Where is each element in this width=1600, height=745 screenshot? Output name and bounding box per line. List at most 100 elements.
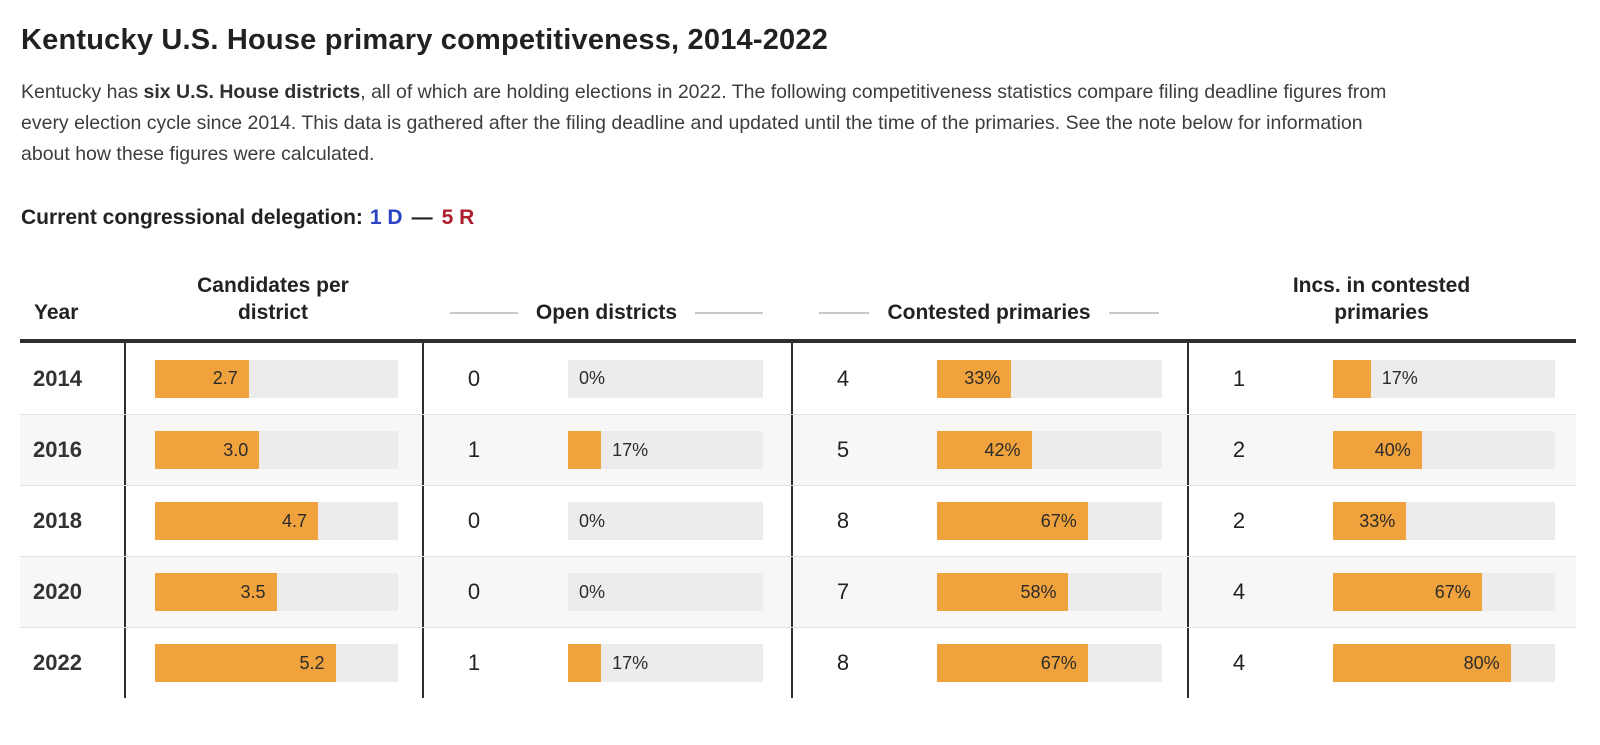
header-dash-icon bbox=[695, 311, 764, 314]
intro-line-3: about how these figures were calculated. bbox=[21, 143, 375, 165]
open-count: 0 bbox=[467, 508, 481, 533]
bar-label: 58% bbox=[1020, 581, 1057, 602]
contested-bar: 42% bbox=[937, 431, 1162, 469]
header-incs-in-contested-primaries: Incs. in contested primaries bbox=[1187, 272, 1576, 326]
bar-fill: 67% bbox=[1333, 573, 1482, 611]
competitiveness-table: Year Candidates per district Open distri… bbox=[20, 272, 1576, 698]
open-count: 1 bbox=[467, 437, 481, 462]
bar-label: 67% bbox=[1040, 510, 1077, 531]
candidates-bar: 2.7 bbox=[155, 359, 398, 398]
bar-fill: 3.0 bbox=[155, 431, 260, 469]
header-dash-icon bbox=[1108, 311, 1159, 314]
candidates-cell: 4.7 bbox=[124, 486, 422, 556]
bar-label: 40% bbox=[1374, 439, 1411, 460]
contested-bar: 58% bbox=[937, 573, 1162, 611]
open-districts-cell: 0 0% bbox=[422, 343, 791, 414]
bar-fill: 17% bbox=[1333, 359, 1418, 398]
contested-count: 5 bbox=[836, 437, 850, 462]
year-cell: 2022 bbox=[33, 650, 82, 675]
incs-cell: 4 67% bbox=[1187, 557, 1576, 627]
candidates-cell: 5.2 bbox=[124, 628, 422, 698]
contested-count: 4 bbox=[836, 365, 850, 391]
year-cell: 2016 bbox=[33, 437, 82, 462]
incs-count: 1 bbox=[1232, 365, 1246, 391]
bar-label: 0% bbox=[579, 581, 606, 602]
header-line: Incs. in contested bbox=[1292, 274, 1471, 297]
header-dash-icon bbox=[819, 311, 870, 314]
contested-primaries-cell: 5 42% bbox=[791, 415, 1187, 485]
bar-fill: 58% bbox=[937, 573, 1068, 611]
table-row: 2018 4.7 0 0% 8 67% 2 33% bbox=[20, 485, 1576, 556]
bar-fill: 17% bbox=[568, 644, 648, 682]
bar-fill: 5.2 bbox=[155, 644, 336, 682]
incs-cell: 2 33% bbox=[1187, 486, 1576, 556]
header-contested-primaries: Contested primaries bbox=[791, 299, 1187, 326]
candidates-cell: 3.0 bbox=[124, 415, 422, 485]
bar-fill: 80% bbox=[1333, 644, 1511, 682]
candidates-cell: 3.5 bbox=[124, 557, 422, 627]
header-line: Candidates per bbox=[197, 274, 349, 297]
bar-label: 17% bbox=[1381, 368, 1418, 388]
bar-label: 42% bbox=[984, 439, 1021, 460]
open-bar: 0% bbox=[568, 502, 763, 540]
incs-bar: 67% bbox=[1333, 573, 1555, 611]
incs-cell: 2 40% bbox=[1187, 415, 1576, 485]
bar-fill: 67% bbox=[937, 644, 1088, 682]
table-row: 2020 3.5 0 0% 7 58% 4 67% bbox=[20, 556, 1576, 627]
bar-label: 0% bbox=[579, 368, 606, 388]
incs-count: 4 bbox=[1232, 579, 1246, 604]
open-count: 1 bbox=[467, 650, 481, 675]
table-row: 2022 5.2 1 17% 8 67% 4 80% bbox=[20, 627, 1576, 698]
bar-label: 4.7 bbox=[282, 510, 308, 531]
open-districts-cell: 1 17% bbox=[422, 415, 791, 485]
intro-bold-text: six U.S. House districts bbox=[143, 81, 361, 103]
incs-count: 2 bbox=[1232, 508, 1246, 533]
contested-count: 7 bbox=[836, 579, 850, 604]
header-line: district bbox=[237, 301, 308, 324]
intro-line-2: every election cycle since 2014. This da… bbox=[21, 112, 1363, 134]
open-count: 0 bbox=[467, 579, 481, 604]
open-bar: 0% bbox=[568, 359, 763, 398]
incs-count: 4 bbox=[1232, 650, 1246, 675]
contested-primaries-cell: 7 58% bbox=[791, 557, 1187, 627]
bar-label: 33% bbox=[1359, 510, 1396, 531]
header-dash-icon bbox=[450, 311, 518, 314]
contested-primaries-cell: 4 33% bbox=[791, 343, 1187, 414]
bar-label: 67% bbox=[1434, 581, 1471, 602]
contested-bar: 67% bbox=[937, 644, 1162, 682]
bar-fill: 2.7 bbox=[155, 359, 249, 398]
candidates-bar: 3.5 bbox=[155, 573, 398, 611]
delegation-dash: — bbox=[411, 206, 433, 229]
header-label: Contested primaries bbox=[887, 301, 1091, 324]
intro-paragraph: Kentucky has six U.S. House districts, a… bbox=[21, 77, 1573, 170]
page-title: Kentucky U.S. House primary competitiven… bbox=[21, 24, 829, 56]
incs-cell: 1 17% bbox=[1187, 343, 1576, 414]
bar-fill: 33% bbox=[1333, 502, 1407, 540]
contested-count: 8 bbox=[836, 650, 850, 675]
bar-fill: 3.5 bbox=[155, 573, 277, 611]
table-row: 2016 3.0 1 17% 5 42% 2 40% bbox=[20, 414, 1576, 485]
bar-fill: 4.7 bbox=[155, 502, 319, 540]
bar-label: 17% bbox=[612, 439, 649, 460]
bar-fill: 17% bbox=[568, 431, 648, 469]
contested-primaries-cell: 8 67% bbox=[791, 628, 1187, 698]
dem-count: 1 D bbox=[369, 206, 403, 229]
year-cell: 2018 bbox=[33, 508, 82, 533]
year-cell: 2020 bbox=[33, 579, 82, 604]
candidates-bar: 4.7 bbox=[155, 502, 398, 540]
incs-bar: 80% bbox=[1333, 644, 1555, 682]
bar-label: 0% bbox=[579, 510, 606, 531]
rep-count: 5 R bbox=[441, 206, 475, 229]
candidates-bar: 3.0 bbox=[155, 431, 398, 469]
contested-primaries-cell: 8 67% bbox=[791, 486, 1187, 556]
bar-fill: 33% bbox=[937, 359, 1012, 398]
bar-label: 2.7 bbox=[212, 368, 238, 388]
open-bar: 17% bbox=[568, 644, 763, 682]
intro-text: Kentucky has bbox=[21, 81, 144, 103]
contested-count: 8 bbox=[836, 508, 850, 533]
intro-text: , all of which are holding elections in … bbox=[360, 81, 1387, 103]
header-year: Year bbox=[34, 301, 79, 324]
intro-line-1: Kentucky has six U.S. House districts, a… bbox=[21, 77, 1573, 108]
open-districts-cell: 0 0% bbox=[422, 557, 791, 627]
contested-bar: 33% bbox=[937, 359, 1162, 398]
